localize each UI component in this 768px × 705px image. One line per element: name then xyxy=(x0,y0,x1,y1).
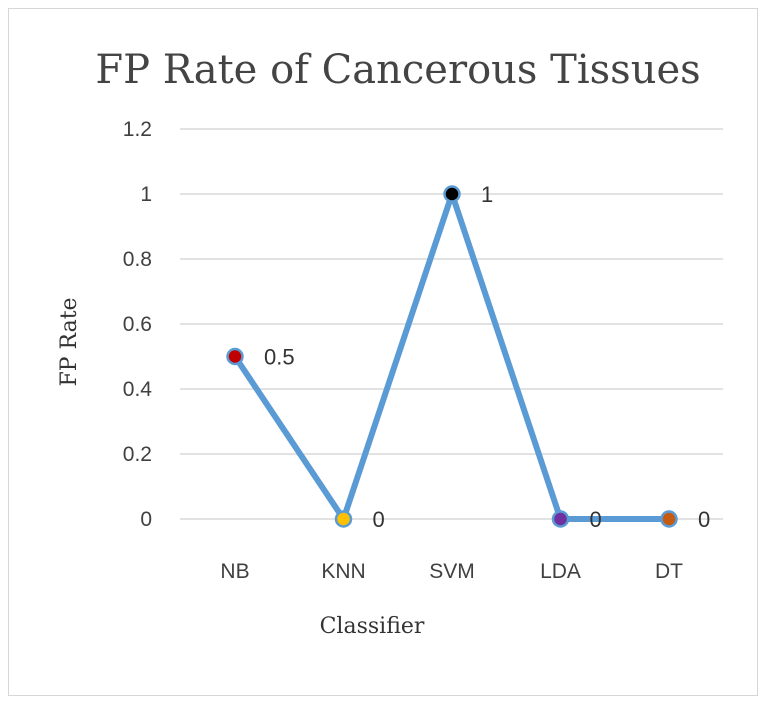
data-label: 0.5 xyxy=(264,345,295,370)
series-line xyxy=(232,191,672,522)
data-point xyxy=(660,510,678,528)
y-tick-label: 0.6 xyxy=(123,313,152,336)
x-tick-label: LDA xyxy=(540,560,581,583)
y-axis-title: FP Rate xyxy=(57,297,82,386)
series-group: 0.5 0 1 0 0 xyxy=(226,182,710,532)
y-tick-label: 0.4 xyxy=(123,378,153,401)
x-tick-label: DT xyxy=(655,560,683,583)
y-tick-label: 0.2 xyxy=(123,443,152,466)
x-tick-label: SVM xyxy=(429,560,475,583)
y-tick-label: 1.2 xyxy=(123,118,152,141)
data-point xyxy=(551,510,570,528)
data-label: 0 xyxy=(698,507,710,532)
data-point xyxy=(226,347,244,366)
x-tick-label: KNN xyxy=(321,560,365,583)
data-point xyxy=(334,510,353,528)
x-axis-ticks: NB KNN SVM LDA DT xyxy=(220,560,683,583)
y-tick-label: 1 xyxy=(140,183,152,206)
y-tick-label: 0 xyxy=(140,508,152,531)
data-label: 0 xyxy=(590,507,602,532)
x-tick-label: NB xyxy=(220,560,249,583)
x-axis-title: Classifier xyxy=(320,614,425,639)
chart-frame xyxy=(8,8,758,696)
data-label: 1 xyxy=(481,182,493,207)
y-tick-label: 0.8 xyxy=(123,248,152,271)
chart-title: FP Rate of Cancerous Tissues xyxy=(95,47,700,93)
y-axis-ticks: 0 0.2 0.4 0.6 0.8 1 1.2 xyxy=(123,118,153,531)
data-label: 0 xyxy=(373,507,385,532)
data-point xyxy=(443,185,461,203)
